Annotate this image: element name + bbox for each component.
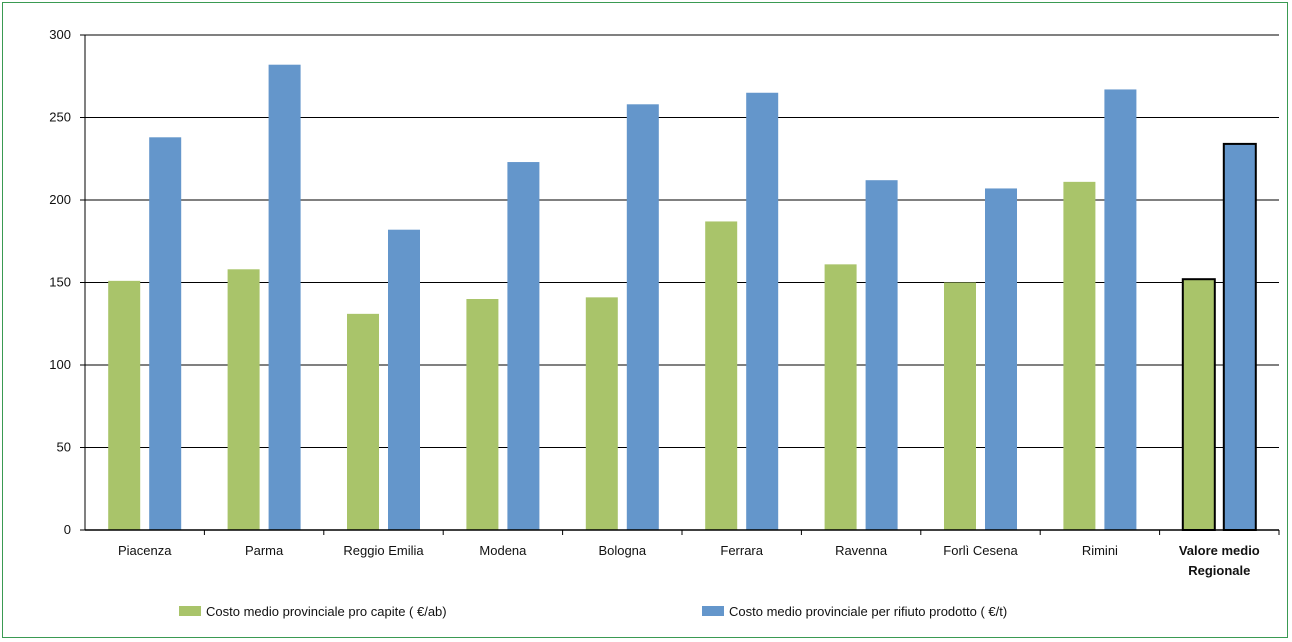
bar-pro-capite xyxy=(227,269,260,530)
x-category-label: Modena xyxy=(479,543,527,558)
legend-label: Costo medio provinciale per rifiuto prod… xyxy=(729,604,1007,619)
x-category-label: Regionale xyxy=(1188,563,1250,578)
bar-per-rifiuto xyxy=(985,188,1017,530)
y-tick-label: 200 xyxy=(49,192,71,207)
bar-pro-capite xyxy=(705,221,738,530)
x-category-label: Rimini xyxy=(1082,543,1118,558)
bar-per-rifiuto xyxy=(626,104,659,531)
legend-swatch xyxy=(179,606,201,616)
bar-per-rifiuto xyxy=(507,162,540,531)
bar-per-rifiuto xyxy=(149,137,182,531)
y-tick-label: 100 xyxy=(49,357,71,372)
legend: Costo medio provinciale pro capite ( €/a… xyxy=(179,604,1007,619)
bar-pro-capite xyxy=(466,299,499,530)
y-tick-label: 300 xyxy=(49,27,71,42)
bar-pro-capite xyxy=(108,280,141,530)
y-tick-label: 0 xyxy=(64,522,71,537)
x-category-label: Valore medio xyxy=(1179,543,1260,558)
bar-pro-capite xyxy=(585,297,618,530)
x-category-label: Reggio Emilia xyxy=(343,543,424,558)
bars xyxy=(108,64,1257,532)
bar-per-rifiuto xyxy=(1222,142,1257,531)
x-category-label: Forlì Cesena xyxy=(943,543,1018,558)
x-category-labels: Piacenza Parma Reggio Emilia Modena Bologna F… xyxy=(118,543,1260,578)
y-tick-label: 50 xyxy=(57,440,71,455)
bar-chart: 0 50 100 150 200 250 300 Piacenza Parma Reggio E… xyxy=(49,27,1280,619)
y-tick-labels: 0 50 100 150 200 250 300 xyxy=(49,27,71,537)
y-tick-label: 250 xyxy=(49,110,71,125)
bar-pro-capite xyxy=(824,264,857,530)
bar-per-rifiuto xyxy=(388,229,420,530)
bar-per-rifiuto xyxy=(268,64,301,530)
bar-pro-capite xyxy=(944,282,976,530)
bar-per-rifiuto xyxy=(865,180,898,530)
bar-per-rifiuto xyxy=(1104,89,1137,530)
bar-pro-capite xyxy=(1063,181,1096,530)
x-category-label: Parma xyxy=(245,543,284,558)
x-category-label: Ferrara xyxy=(720,543,763,558)
bar-per-rifiuto xyxy=(746,92,779,530)
bar-pro-capite xyxy=(347,313,379,530)
y-tick-label: 150 xyxy=(49,275,71,290)
legend-swatch xyxy=(702,606,724,616)
bar-pro-capite xyxy=(1181,278,1216,532)
x-category-label: Bologna xyxy=(598,543,646,558)
gridlines xyxy=(85,34,1279,448)
x-category-label: Piacenza xyxy=(118,543,172,558)
axes xyxy=(80,34,1280,535)
x-category-label: Ravenna xyxy=(835,543,888,558)
legend-label: Costo medio provinciale pro capite ( €/a… xyxy=(206,604,447,619)
